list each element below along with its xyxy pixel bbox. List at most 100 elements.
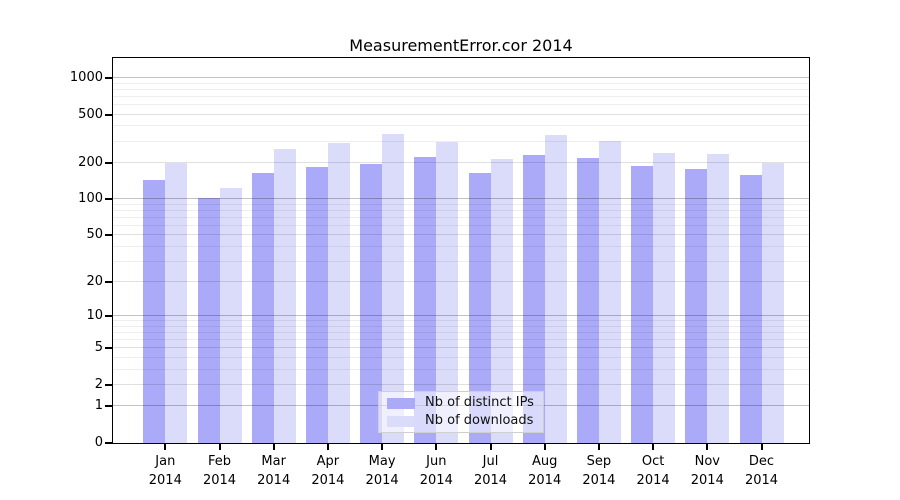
gridline — [113, 281, 809, 283]
x-tick-label: Mar 2014 — [257, 454, 291, 488]
y-tick-label: 5 — [94, 340, 103, 356]
x-tick — [164, 444, 167, 450]
x-tick-label: Sep 2014 — [582, 454, 616, 488]
gridline — [113, 216, 809, 218]
gridline — [113, 224, 809, 226]
x-tick-label: Nov 2014 — [690, 454, 724, 488]
bar-apr-distinct-ips — [305, 166, 328, 443]
gridline — [113, 77, 809, 78]
y-tick-label: 50 — [86, 227, 103, 243]
plot-area — [112, 57, 810, 444]
bar-aug-downloads — [544, 134, 567, 443]
x-tick — [381, 444, 384, 450]
bar-feb-downloads — [219, 187, 242, 443]
bar-mar-downloads — [273, 149, 296, 443]
x-tick-label: Oct 2014 — [636, 454, 670, 488]
bar-apr-downloads — [327, 143, 350, 443]
chart-title: MeasurementError.cor 2014 — [349, 36, 573, 55]
bar-sep-downloads — [598, 141, 621, 443]
gridline — [113, 203, 809, 205]
x-tick — [435, 444, 438, 450]
y-tick — [105, 347, 112, 350]
x-tick-label: Aug 2014 — [528, 454, 562, 488]
x-tick — [706, 444, 709, 450]
gridline — [113, 339, 809, 341]
bar-jun-distinct-ips — [414, 156, 437, 443]
legend-label-distinct-ips: Nb of distinct IPs — [425, 395, 534, 410]
legend-label-downloads: Nb of downloads — [425, 413, 534, 428]
gridline — [113, 384, 809, 385]
gridline — [113, 357, 809, 358]
legend-item-distinct-ips: Nb of distinct IPs — [387, 396, 543, 410]
bar-feb-distinct-ips — [197, 198, 220, 443]
gridline — [113, 320, 809, 322]
bar-jul-distinct-ips — [468, 173, 491, 443]
y-tick — [105, 405, 112, 408]
bar-oct-downloads — [653, 152, 676, 443]
bar-oct-distinct-ips — [631, 165, 654, 443]
gridline — [113, 95, 809, 97]
x-tick — [760, 444, 763, 450]
x-tick-label: Jan 2014 — [148, 454, 182, 488]
y-tick-label: 0 — [94, 435, 103, 450]
x-tick-label: Jun 2014 — [419, 454, 453, 488]
y-tick — [105, 384, 112, 386]
bar-jul-downloads — [490, 159, 513, 443]
gridline — [113, 332, 809, 334]
legend-swatch-downloads — [387, 415, 415, 427]
x-tick-label: Feb 2014 — [202, 454, 237, 488]
bar-jun-downloads — [436, 142, 459, 443]
y-tick-label: 20 — [86, 274, 103, 290]
bar-jan-distinct-ips — [143, 179, 166, 443]
y-tick-label: 2 — [94, 377, 103, 392]
gridline — [113, 234, 809, 236]
y-tick-label: 1 — [94, 398, 103, 414]
legend-item-downloads: Nb of downloads — [387, 414, 543, 428]
bar-may-downloads — [382, 134, 405, 443]
y-tick-label: 500 — [78, 106, 103, 122]
bar-may-distinct-ips — [360, 164, 383, 443]
x-tick-label: Apr 2014 — [311, 454, 345, 488]
y-tick — [105, 442, 112, 444]
y-tick — [105, 234, 112, 237]
bar-nov-downloads — [707, 154, 730, 443]
bar-aug-distinct-ips — [522, 155, 545, 443]
bar-mar-distinct-ips — [251, 172, 274, 443]
x-tick — [326, 444, 329, 450]
gridline — [113, 104, 809, 105]
y-tick-label: 1000 — [69, 70, 103, 85]
x-tick — [543, 444, 546, 450]
gridline — [113, 368, 809, 370]
bar-sep-distinct-ips — [576, 158, 599, 443]
x-tick-label: May 2014 — [365, 454, 399, 488]
legend: Nb of distinct IPs Nb of downloads — [378, 391, 544, 433]
y-tick — [105, 198, 112, 201]
y-tick-label: 200 — [78, 154, 103, 170]
gridline — [113, 88, 809, 90]
bar-dec-downloads — [761, 162, 784, 443]
x-tick — [218, 444, 221, 450]
x-tick — [489, 444, 492, 450]
x-tick-label: Jul 2014 — [473, 454, 508, 488]
y-tick — [105, 113, 112, 116]
y-tick — [105, 281, 112, 284]
gridline — [113, 198, 809, 200]
x-tick — [272, 444, 275, 450]
gridline — [113, 315, 809, 317]
y-tick-label: 10 — [86, 308, 103, 324]
gridline — [113, 113, 809, 115]
y-tick — [105, 315, 112, 318]
gridline — [113, 347, 809, 349]
x-tick — [597, 444, 600, 450]
x-tick — [652, 444, 655, 450]
bar-jan-downloads — [165, 163, 188, 443]
gridline — [113, 140, 809, 142]
legend-swatch-distinct-ips — [387, 397, 415, 409]
gridline — [113, 325, 809, 327]
y-tick — [105, 161, 112, 164]
gridline — [113, 161, 809, 163]
gridline — [113, 260, 809, 262]
gridline — [113, 209, 809, 211]
gridline — [113, 82, 809, 84]
